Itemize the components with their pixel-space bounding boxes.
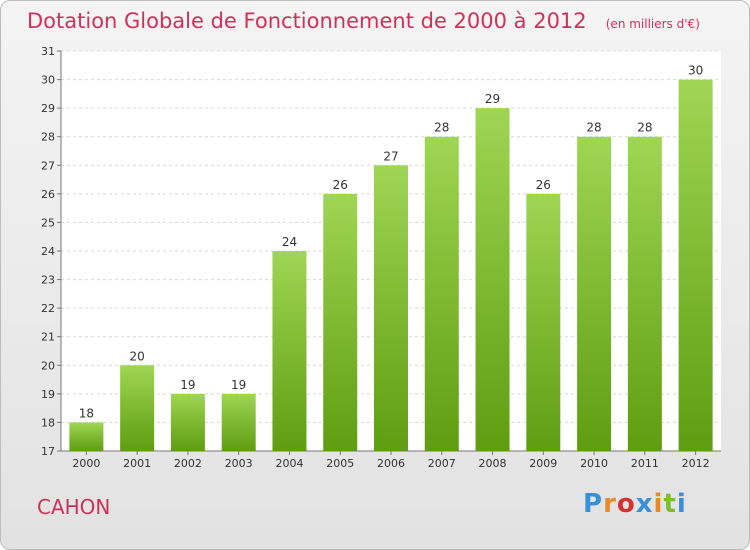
chart-title: Dotation Globale de Fonctionnement de 20… [27, 9, 587, 33]
data-label: 29 [485, 92, 500, 106]
logo-letter: r [603, 489, 617, 519]
x-tick-label: 2000 [72, 457, 100, 470]
x-tick-label: 2010 [580, 457, 608, 470]
y-tick-label: 26 [41, 188, 55, 201]
bar [170, 393, 205, 451]
bar [475, 108, 510, 452]
data-label: 27 [383, 149, 398, 163]
x-tick-label: 2004 [275, 457, 303, 470]
bar [120, 365, 155, 451]
y-tick-label: 25 [41, 216, 55, 229]
proxiti-logo: Proxiti [583, 489, 687, 519]
logo-letter: x [635, 489, 654, 519]
data-label: 26 [333, 178, 348, 192]
bar [424, 136, 459, 451]
y-tick-label: 21 [41, 331, 55, 344]
y-tick-label: 31 [41, 45, 55, 58]
y-tick-label: 30 [41, 74, 55, 87]
x-tick-label: 2011 [631, 457, 659, 470]
data-label: 24 [282, 235, 297, 249]
data-label: 30 [688, 64, 703, 78]
data-label: 20 [130, 349, 145, 363]
data-label: 19 [180, 378, 195, 392]
logo-letter: i [676, 489, 687, 519]
bar [374, 165, 408, 452]
logo-letter: t [663, 489, 677, 519]
x-tick-label: 2007 [428, 457, 456, 470]
bar [577, 136, 612, 451]
logo-letter: P [583, 489, 604, 519]
logo-letter: i [653, 489, 664, 519]
x-tick-label: 2009 [529, 457, 557, 470]
y-tick-label: 17 [41, 445, 55, 458]
y-tick-label: 24 [41, 245, 55, 258]
x-tick-label: 2001 [123, 457, 151, 470]
x-tick-label: 2002 [174, 457, 202, 470]
x-tick-label: 2008 [479, 457, 507, 470]
title-row: Dotation Globale de Fonctionnement de 20… [27, 9, 700, 33]
y-tick-label: 27 [41, 159, 55, 172]
y-tick-label: 23 [41, 274, 55, 287]
x-tick-label: 2012 [682, 457, 710, 470]
commune-name: CAHON [37, 495, 111, 519]
y-tick-label: 29 [41, 102, 55, 115]
data-label: 26 [536, 178, 551, 192]
data-label: 18 [79, 406, 94, 420]
bar [323, 193, 358, 451]
bar [69, 422, 104, 451]
chart-unit: (en milliers d'€) [605, 17, 700, 31]
y-tick-label: 18 [41, 416, 55, 429]
x-tick-label: 2003 [225, 457, 253, 470]
x-tick-label: 2006 [377, 457, 405, 470]
y-tick-label: 20 [41, 359, 55, 372]
bar [526, 193, 561, 451]
bar [221, 393, 256, 451]
data-label: 28 [637, 121, 652, 135]
logo-letter: o [616, 489, 636, 519]
bar [627, 136, 662, 451]
x-tick-label: 2005 [326, 457, 354, 470]
y-tick-label: 19 [41, 388, 55, 401]
y-tick-label: 28 [41, 131, 55, 144]
data-label: 28 [586, 121, 601, 135]
data-label: 19 [231, 378, 246, 392]
bar [272, 251, 307, 451]
bar [678, 79, 713, 452]
data-label: 28 [434, 121, 449, 135]
y-tick-label: 22 [41, 302, 55, 315]
